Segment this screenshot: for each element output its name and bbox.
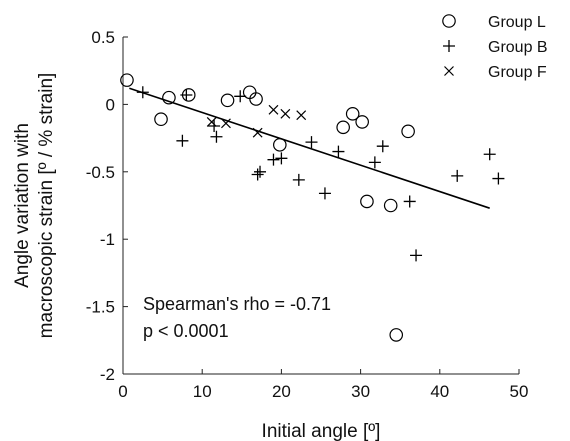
group-b-point [267, 153, 280, 166]
x-tick-label: 0 [118, 382, 127, 401]
group-l-point [401, 124, 415, 139]
legend-marker-group-l [442, 14, 456, 28]
group-l-point [389, 328, 404, 342]
y-tick-label: -1 [100, 230, 115, 249]
x-tick-label: 20 [272, 382, 291, 401]
group-b-point [483, 148, 496, 161]
group-b-point [492, 172, 505, 185]
group-f-point [280, 108, 291, 119]
group-b-point [410, 249, 423, 262]
legend-label-group-l: Group L [488, 14, 546, 31]
y-tick-label: -1.5 [86, 298, 115, 317]
group-l-point [383, 198, 398, 213]
group-b-point [275, 152, 288, 165]
group-f-point [252, 127, 263, 138]
group-l-point [355, 115, 369, 129]
legend-marker-group-f [444, 66, 454, 76]
x-tick-label: 40 [430, 382, 449, 401]
group-b-point [234, 90, 247, 103]
group-b-point [305, 136, 318, 149]
group-b-point [403, 195, 416, 208]
group-b-point [210, 130, 223, 143]
y-axis-label-line-1: Angle variation with [12, 123, 33, 288]
group-f-point [268, 104, 279, 115]
group-b-point [332, 145, 345, 158]
group-b-point [136, 86, 149, 99]
group-b-point [292, 173, 305, 186]
legend-marker-group-b [443, 40, 455, 52]
y-axis-label-line-2: macroscopic strain [º / % strain] [36, 73, 57, 339]
group-l-point [345, 107, 360, 121]
group-b-point [180, 88, 193, 101]
group-f-point [221, 118, 231, 129]
x-tick-label: 30 [351, 382, 370, 401]
x-axis-label: Initial angle [º] [262, 421, 381, 441]
group-b-point [318, 187, 331, 200]
data-points [120, 73, 505, 342]
x-tick-label: 10 [193, 382, 212, 401]
group-l-point [154, 112, 168, 127]
axes: 0 10 20 30 40 50 0.5 0 -0.5 -1 -1.5 -2 Initial angle… [12, 28, 528, 441]
fit-line-group [129, 87, 490, 209]
group-b-point [176, 134, 189, 147]
x-tick-label: 50 [510, 382, 529, 401]
group-b-point [451, 169, 464, 182]
group-l-point [360, 194, 374, 209]
group-l-point [220, 93, 235, 108]
group-f-point [206, 116, 217, 127]
group-b-point [368, 156, 381, 169]
p-value-annotation: p < 0.0001 [143, 321, 229, 341]
legend-label-group-f: Group F [488, 64, 547, 81]
group-l-point [249, 92, 263, 106]
legend-label-group-b: Group B [488, 39, 548, 56]
y-tick-label: 0 [106, 95, 115, 114]
group-b-point [376, 140, 389, 153]
group-l-point [336, 120, 350, 135]
group-f-point [296, 110, 307, 121]
group-l-point [120, 73, 134, 87]
group-b-point [254, 165, 267, 178]
legend: Group L Group B Group F [442, 14, 548, 81]
regression-line [129, 87, 490, 209]
group-b-point [208, 119, 221, 132]
y-tick-label: 0.5 [91, 28, 115, 47]
y-tick-label: -0.5 [86, 163, 115, 182]
y-tick-label: -2 [100, 365, 115, 384]
group-l-point [273, 138, 287, 152]
group-l-point [162, 90, 176, 105]
group-b-point [251, 168, 264, 181]
spearman-annotation: Spearman's rho = -0.71 [143, 294, 331, 314]
